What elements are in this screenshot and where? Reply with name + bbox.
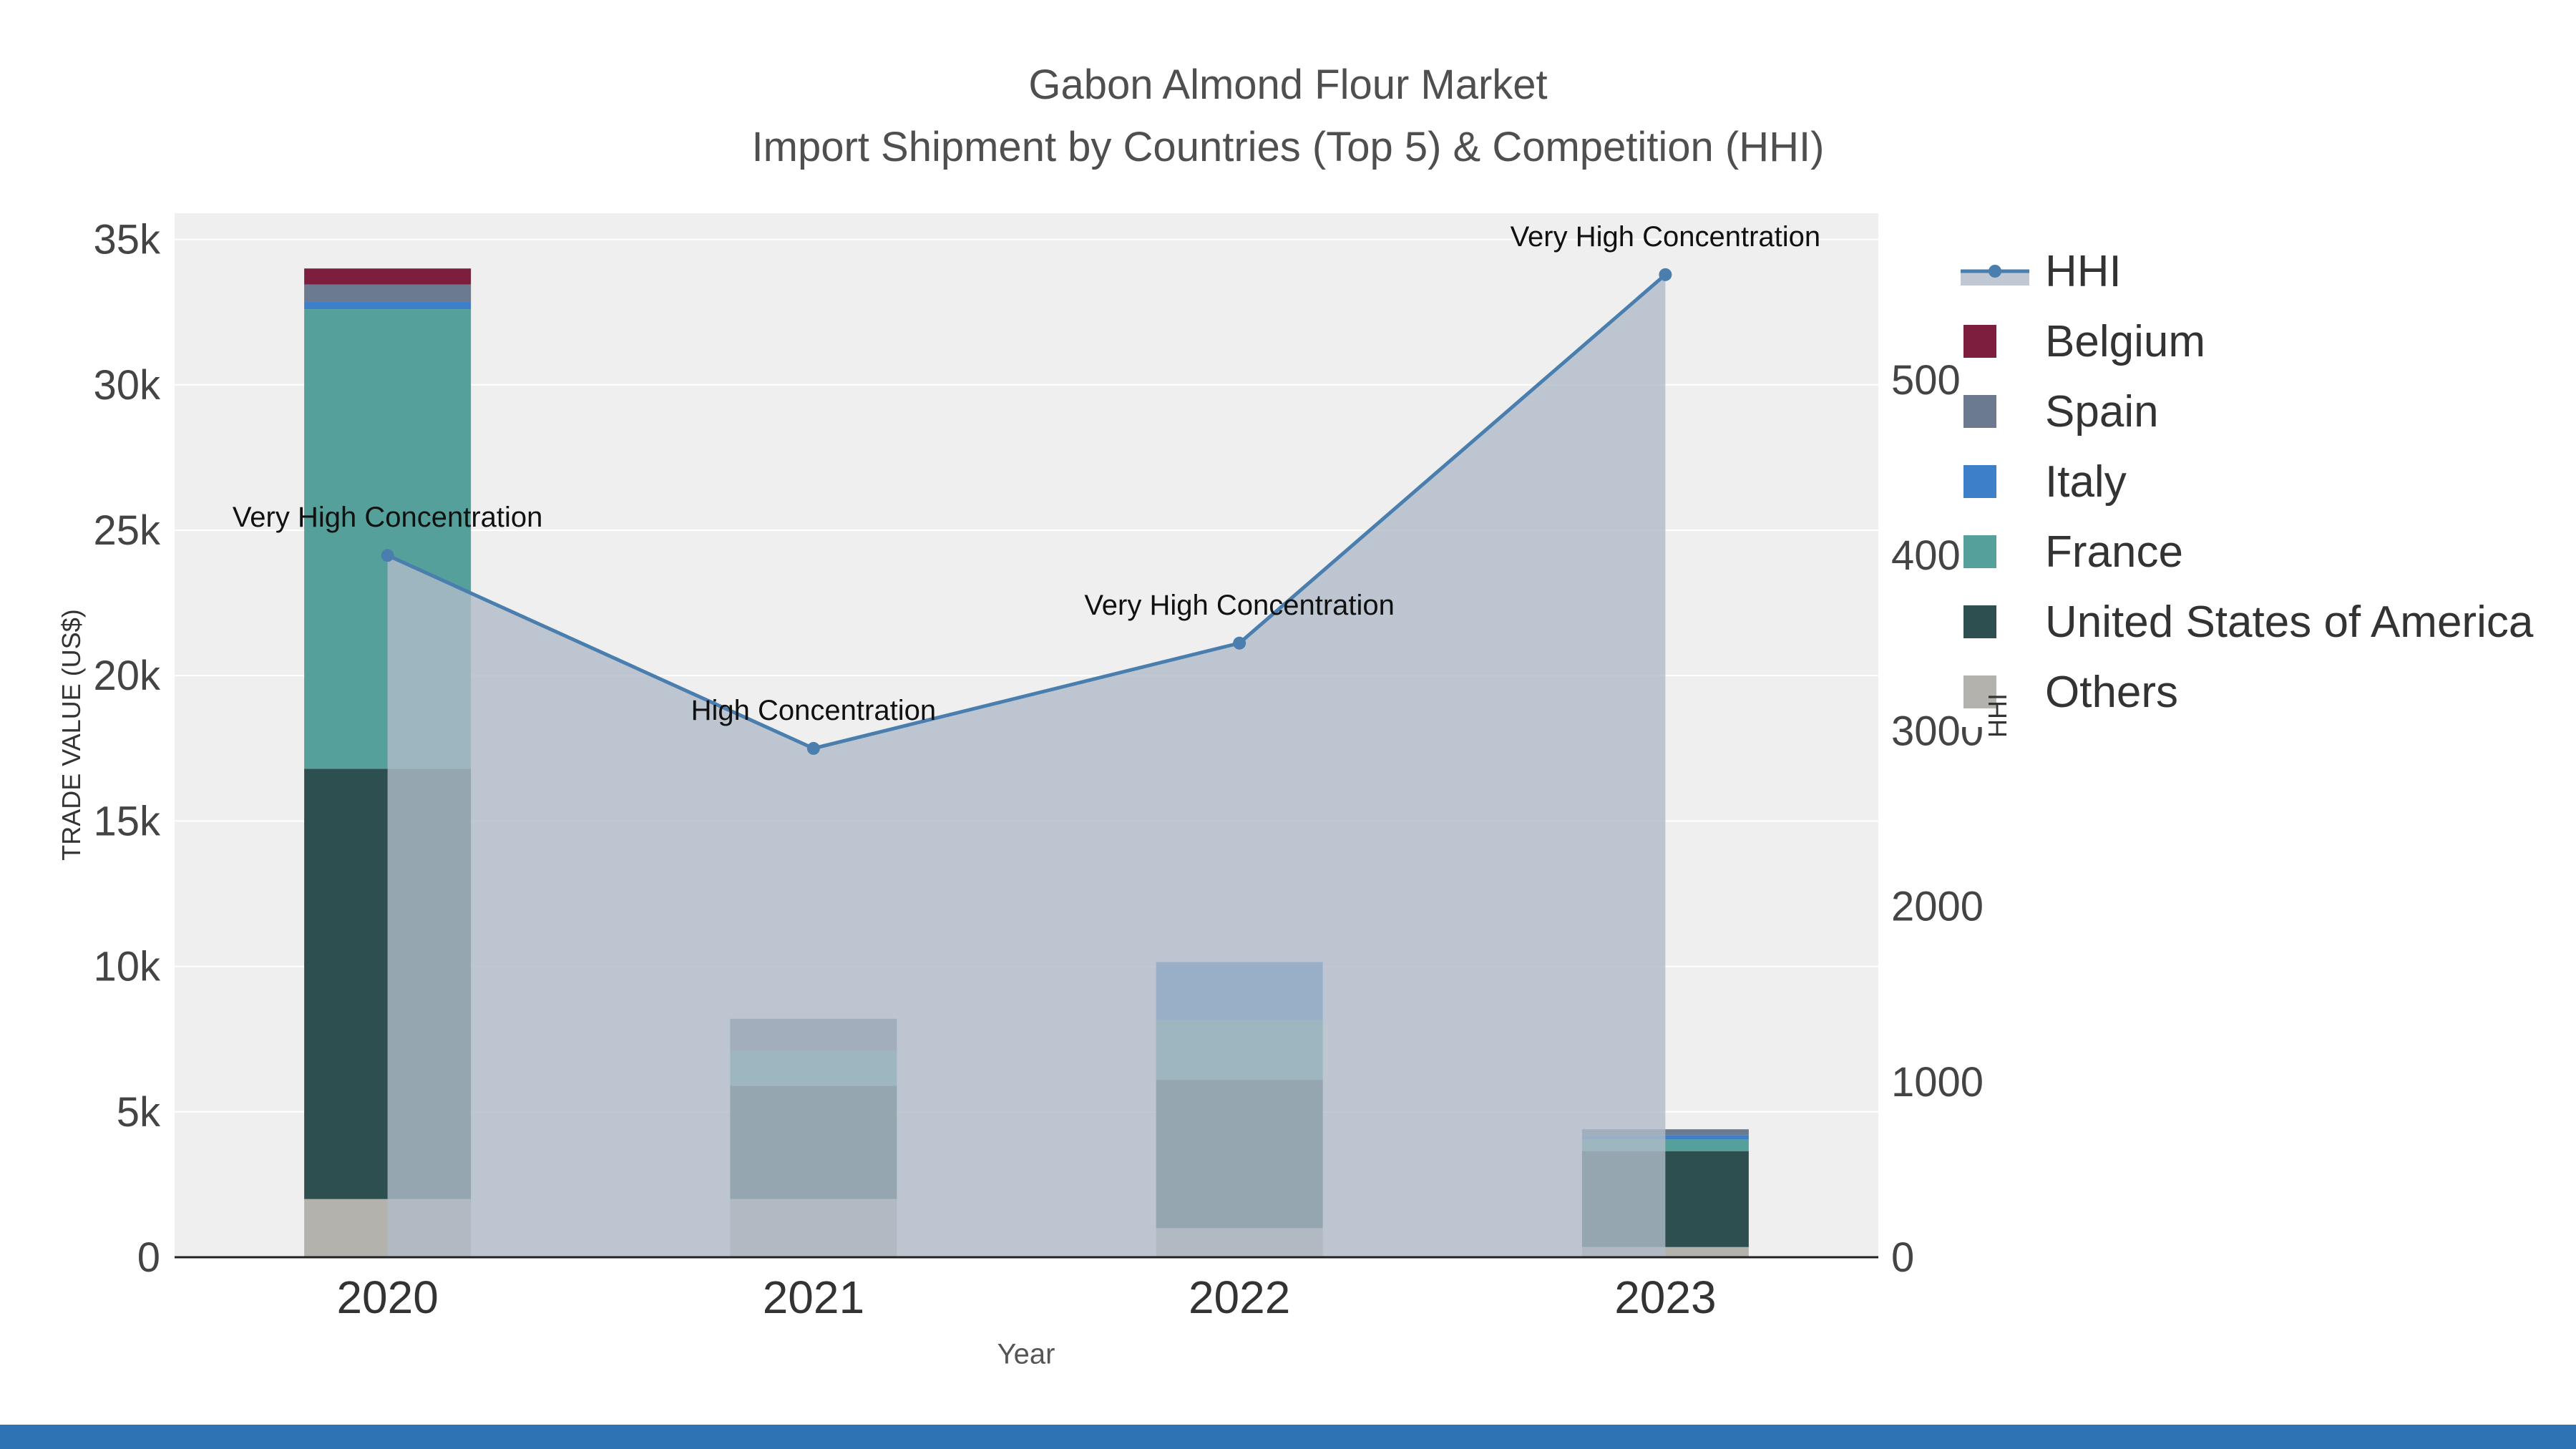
annotation-2020: Very High Concentration [233, 502, 543, 533]
italy-swatch-icon [1961, 465, 2029, 498]
x-tick-label: 2023 [1614, 1272, 1716, 1323]
x-tick-label: 2021 [763, 1272, 864, 1323]
y-left-tick-label: 25k [93, 507, 161, 554]
annotation-2023: Very High Concentration [1511, 221, 1821, 253]
hhi-marker-2023 [1659, 268, 1672, 281]
y-right-tick-label: 1000 [1891, 1059, 1984, 1106]
legend-label: Others [2045, 667, 2179, 717]
others-swatch-icon [1961, 675, 2029, 708]
x-tick-label: 2020 [336, 1272, 438, 1323]
france-swatch [1963, 535, 1996, 568]
annotation-2022: Very High Concentration [1084, 590, 1395, 621]
y-left-tick-label: 30k [93, 362, 161, 409]
hhi-marker-2022 [1233, 636, 1246, 650]
y-left-tick-label: 35k [93, 217, 161, 263]
legend-item-italy[interactable]: Italy [1961, 447, 2569, 517]
legend-label: HHI [2045, 246, 2122, 296]
bar-segment-2020-belgium [304, 268, 472, 285]
hhi-line-legend-symbol [1961, 255, 2029, 287]
united-states-of-america-swatch-icon [1961, 605, 2029, 638]
legend-label: France [2045, 527, 2183, 577]
hhi-line [386, 273, 1667, 751]
legend-item-united-states-of-america[interactable]: United States of America [1961, 587, 2569, 657]
legend-label: United States of America [2045, 597, 2534, 647]
y-right-tick-label: 2000 [1891, 884, 1984, 930]
y-right-tick-label: 0 [1891, 1234, 1914, 1281]
x-axis-label: Year [997, 1338, 1055, 1370]
others-swatch [1963, 675, 1996, 708]
y-left-tick-label: 5k [117, 1089, 161, 1136]
legend-item-belgium[interactable]: Belgium [1961, 306, 2569, 376]
legend-item-france[interactable]: France [1961, 517, 2569, 587]
annotation-2021: High Concentration [691, 695, 936, 726]
y-axis-label-left: TRADE VALUE (US$) [57, 609, 86, 861]
hhi-marker-2020 [381, 549, 394, 562]
united-states-of-america-swatch [1963, 605, 1996, 638]
x-tick-label: 2022 [1189, 1272, 1290, 1323]
legend-label: Italy [2045, 457, 2127, 507]
belgium-swatch-icon [1961, 325, 2029, 358]
italy-swatch [1963, 465, 1996, 498]
bottom-strip [0, 1425, 2576, 1449]
spain-swatch-icon [1961, 395, 2029, 428]
y-left-tick-label: 0 [137, 1234, 160, 1281]
bar-segment-2020-italy [304, 301, 472, 310]
legend-item-others[interactable]: Others [1961, 657, 2569, 727]
hhi-area-fill [387, 274, 1666, 1258]
legend: HHI Belgium Spain Italy France United States … [1961, 236, 2569, 727]
legend-label: Spain [2045, 386, 2159, 436]
spain-swatch [1963, 395, 1996, 428]
chart-title: Gabon Almond Flour Market [1028, 62, 1548, 108]
hhi-marker-2021 [806, 741, 820, 755]
bar-segment-2020-spain [304, 284, 472, 302]
legend-label: Belgium [2045, 316, 2205, 366]
y-axis-label-right: HHI [1983, 693, 2012, 738]
france-swatch-icon [1961, 535, 2029, 568]
y-left-tick-label: 20k [93, 653, 161, 699]
belgium-swatch [1963, 325, 1996, 358]
y-left-tick-label: 10k [93, 944, 161, 990]
y-left-tick-label: 15k [93, 798, 161, 844]
chart-subtitle: Import Shipment by Countries (Top 5) & C… [751, 124, 1825, 170]
legend-item-spain[interactable]: Spain [1961, 376, 2569, 447]
legend-item-hhi[interactable]: HHI [1961, 236, 2569, 306]
